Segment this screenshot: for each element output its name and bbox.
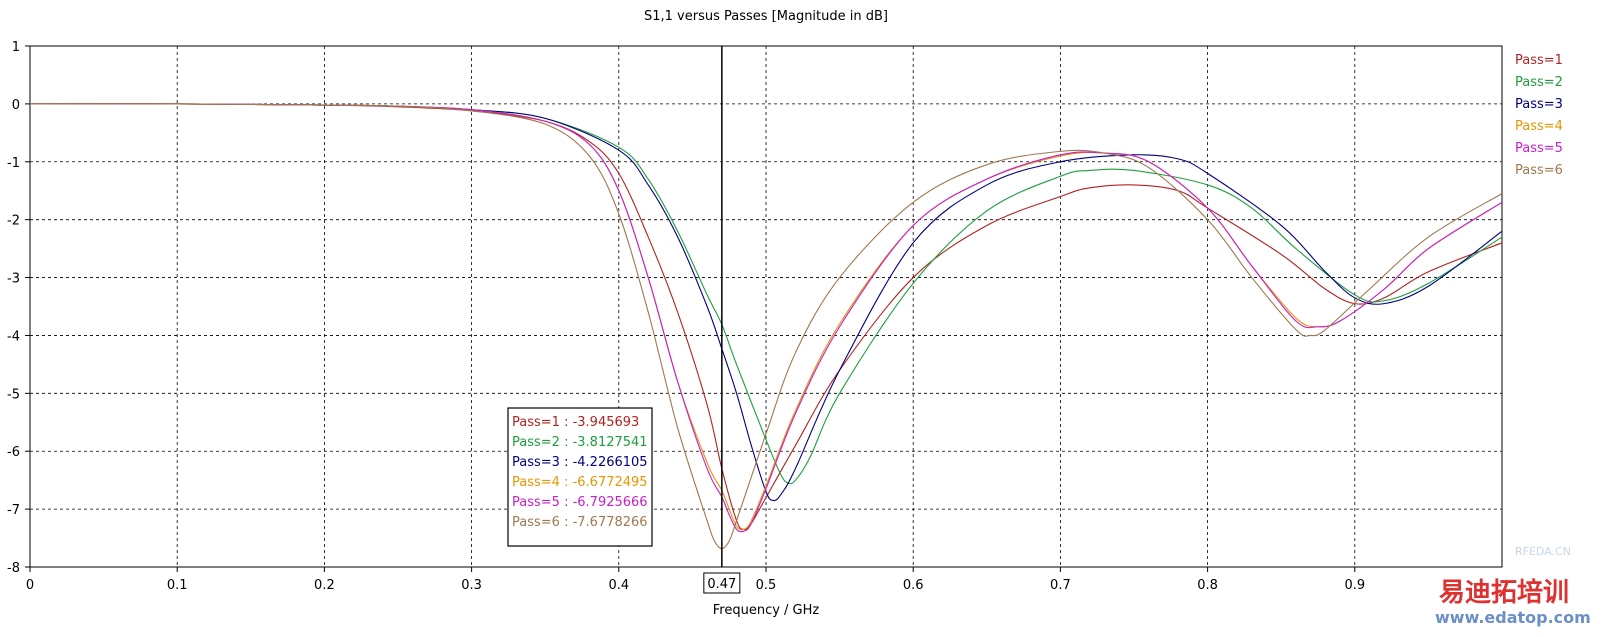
watermark-line1: RFEDA.CN xyxy=(1515,545,1571,558)
x-axis: 0 0.1 0.2 0.3 0.4 0.5 0.6 0.7 0.8 0.9 xyxy=(26,567,1365,593)
x-tick-label: 0.9 xyxy=(1344,578,1365,593)
y-tick-label: -7 xyxy=(7,503,20,518)
x-tick-label: 0.3 xyxy=(461,578,482,593)
readout-item: Pass=3 : -4.2266105 xyxy=(512,455,648,470)
legend-entry: Pass=2 xyxy=(1515,75,1563,90)
marker-label-box[interactable] xyxy=(703,572,741,594)
legend-entry: Pass=6 xyxy=(1515,163,1563,178)
readout-frame xyxy=(507,407,653,547)
series-line-pass-5 xyxy=(29,103,1503,533)
readout-item: Pass=6 : -7.6778266 xyxy=(512,515,648,530)
y-tick-label: -1 xyxy=(7,156,20,171)
x-axis-label: Frequency / GHz xyxy=(713,603,820,618)
legend-entry: Pass=5 xyxy=(1515,141,1563,156)
y-tick-label: -2 xyxy=(7,214,20,229)
legend: Pass=1 Pass=2 Pass=3 Pass=4 Pass=5 Pass=6 xyxy=(1515,53,1563,178)
x-tick-label: 0 xyxy=(26,578,34,593)
marker-readout-box: Pass=1 : -3.945693 Pass=2 : -3.8127541 Pas… xyxy=(507,407,653,547)
watermark-line3: www.edatop.com xyxy=(1435,608,1591,627)
x-tick-label: 0.1 xyxy=(167,578,188,593)
x-tick-label: 0.2 xyxy=(314,578,335,593)
y-tick-label: 1 xyxy=(12,40,20,55)
legend-entry: Pass=1 xyxy=(1515,53,1563,68)
grid xyxy=(30,46,1502,567)
legend-entry: Pass=3 xyxy=(1515,97,1563,112)
y-tick-label: -8 xyxy=(7,561,20,576)
watermark: RFEDA.CN 易迪拓培训 www.edatop.com xyxy=(1355,542,1603,634)
readout-item: Pass=2 : -3.8127541 xyxy=(512,435,648,450)
y-tick-label: -6 xyxy=(7,445,20,460)
y-tick-label: -5 xyxy=(7,387,20,402)
watermark-line2: 易迪拓培训 xyxy=(1439,578,1570,608)
y-axis: 1 0 -1 -2 -3 -4 -5 -6 -7 -8 xyxy=(7,40,30,576)
readout-item: Pass=1 : -3.945693 xyxy=(512,415,639,430)
x-tick-label: 0.8 xyxy=(1197,578,1218,593)
x-tick-label: 0.4 xyxy=(608,578,629,593)
y-tick-label: -4 xyxy=(7,329,20,344)
marker-label: 0.47 xyxy=(707,577,736,592)
readout-item: Pass=5 : -6.7925666 xyxy=(512,495,648,510)
x-tick-label: 0.5 xyxy=(756,578,777,593)
readout-item: Pass=4 : -6.6772495 xyxy=(512,475,648,490)
y-tick-label: 0 xyxy=(12,98,20,113)
chart-title: S1,1 versus Passes [Magnitude in dB] xyxy=(644,9,888,24)
series-layer xyxy=(29,103,1503,550)
x-tick-label: 0.6 xyxy=(903,578,924,593)
y-tick-label: -3 xyxy=(7,272,20,287)
x-tick-label: 0.7 xyxy=(1050,578,1071,593)
legend-entry: Pass=4 xyxy=(1515,119,1563,134)
series-line-pass-6 xyxy=(29,103,1503,550)
